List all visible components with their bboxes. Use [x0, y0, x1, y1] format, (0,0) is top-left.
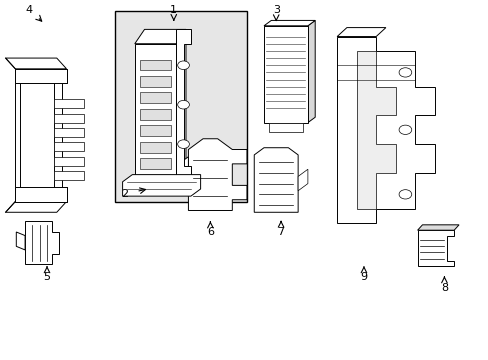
- Polygon shape: [54, 99, 83, 108]
- Polygon shape: [135, 44, 176, 180]
- Polygon shape: [5, 58, 66, 69]
- Polygon shape: [268, 123, 303, 132]
- Polygon shape: [54, 171, 83, 180]
- Polygon shape: [140, 76, 171, 87]
- Circle shape: [177, 140, 189, 148]
- Text: 7: 7: [277, 227, 284, 237]
- Text: 5: 5: [43, 272, 50, 282]
- Polygon shape: [15, 69, 66, 83]
- Polygon shape: [5, 202, 66, 212]
- Text: 1: 1: [170, 5, 177, 15]
- Polygon shape: [135, 30, 185, 44]
- Polygon shape: [254, 148, 298, 212]
- Polygon shape: [122, 175, 200, 196]
- Polygon shape: [356, 51, 395, 209]
- Polygon shape: [298, 169, 307, 191]
- Polygon shape: [16, 232, 25, 250]
- Text: 9: 9: [360, 272, 367, 282]
- Polygon shape: [417, 230, 453, 266]
- Circle shape: [398, 125, 411, 134]
- Text: 2: 2: [121, 189, 128, 199]
- Circle shape: [398, 68, 411, 77]
- Circle shape: [177, 61, 189, 69]
- Polygon shape: [140, 93, 171, 103]
- Polygon shape: [140, 59, 171, 70]
- Polygon shape: [54, 128, 83, 137]
- Polygon shape: [54, 142, 83, 151]
- Text: 3: 3: [272, 5, 279, 15]
- Polygon shape: [307, 21, 315, 123]
- Polygon shape: [140, 142, 171, 153]
- Polygon shape: [264, 21, 315, 26]
- Polygon shape: [15, 187, 66, 202]
- Polygon shape: [54, 69, 66, 202]
- Polygon shape: [140, 109, 171, 120]
- Polygon shape: [176, 30, 190, 180]
- Polygon shape: [417, 225, 458, 230]
- Polygon shape: [264, 26, 307, 123]
- Circle shape: [177, 100, 189, 109]
- Polygon shape: [176, 30, 185, 180]
- Polygon shape: [140, 126, 171, 136]
- Text: 4: 4: [25, 5, 33, 15]
- Text: 6: 6: [206, 227, 213, 237]
- Polygon shape: [178, 157, 188, 193]
- Polygon shape: [25, 221, 59, 264]
- Polygon shape: [336, 37, 434, 223]
- Circle shape: [398, 190, 411, 199]
- Polygon shape: [54, 114, 83, 123]
- Polygon shape: [188, 139, 246, 211]
- Text: 8: 8: [440, 283, 447, 293]
- Polygon shape: [54, 157, 83, 166]
- Bar: [115, 12, 246, 202]
- Polygon shape: [140, 158, 171, 169]
- Polygon shape: [15, 69, 27, 202]
- Polygon shape: [336, 28, 385, 37]
